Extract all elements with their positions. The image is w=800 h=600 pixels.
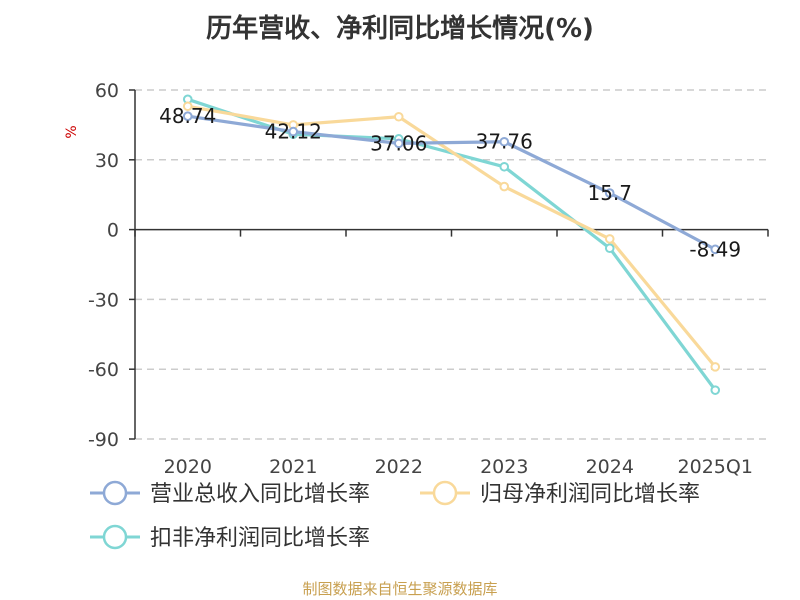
series-line-0 <box>187 114 717 251</box>
series-1-point <box>182 101 193 112</box>
x-tick-label: 2025Q1 <box>678 456 753 478</box>
y-tick-label: -60 <box>88 359 119 381</box>
series-lines <box>187 97 717 392</box>
x-tick-label: 2021 <box>269 456 317 478</box>
series-0-point <box>288 126 299 137</box>
y-tick-label: 0 <box>107 220 119 242</box>
axes: 60 30 0 -30 -60 -90 2020 2021 2022 2023 2024 2025Q1… <box>64 80 769 478</box>
series-0-point <box>499 136 510 147</box>
grid-lines <box>135 89 768 440</box>
series-1-point <box>393 111 404 122</box>
legend-label: 扣非净利润同比增长率 <box>150 526 370 551</box>
data-label: 15.7 <box>587 181 632 205</box>
series-line-1 <box>187 104 717 368</box>
series-0-point <box>393 138 404 149</box>
data-label: -8.49 <box>689 237 741 261</box>
series-1-point <box>499 181 510 192</box>
series-1-point <box>710 362 721 372</box>
x-tick-label: 2020 <box>164 456 212 478</box>
data-label: 37.06 <box>370 131 427 155</box>
legend-item-2[interactable]: 扣非净利润同比增长率 <box>90 524 370 551</box>
y-tick-label: -90 <box>88 429 119 451</box>
source-note: 制图数据来自恒生聚源数据库 <box>302 580 498 598</box>
data-label: 42.12 <box>265 120 322 144</box>
legend-item-1[interactable]: 归母净利润同比增长率 <box>420 480 700 507</box>
series-2-point <box>499 161 510 172</box>
series-0-point <box>710 244 721 255</box>
y-axis-unit: % <box>64 125 80 138</box>
series-2-point <box>710 385 721 395</box>
series-0-point <box>604 188 615 198</box>
legend-swatch-circle <box>432 480 458 506</box>
data-labels: 48.74 42.12 37.06 37.76 15.7 -8.49 <box>159 104 741 261</box>
y-tick-label: -30 <box>88 289 119 311</box>
x-tick-label: 2023 <box>480 456 528 478</box>
series-points <box>182 94 721 395</box>
series-2-point <box>604 243 615 254</box>
series-1-point <box>604 234 615 244</box>
x-tick-label: 2022 <box>375 456 423 478</box>
legend-label: 营业总收入同比增长率 <box>150 482 370 507</box>
y-tick-label: 60 <box>95 80 119 102</box>
chart-title: 历年营收、净利同比增长情况(%) <box>206 14 594 44</box>
legend-swatch-circle <box>102 524 128 550</box>
legend-label: 归母净利润同比增长率 <box>480 482 700 507</box>
series-0-point <box>182 111 193 121</box>
legend-item-0[interactable]: 营业总收入同比增长率 <box>90 480 370 507</box>
x-tick-label: 2024 <box>586 456 634 478</box>
y-tick-label: 30 <box>95 150 119 172</box>
legend-swatch-circle <box>102 480 128 506</box>
data-label: 37.76 <box>476 130 533 154</box>
data-label: 48.74 <box>159 104 216 128</box>
